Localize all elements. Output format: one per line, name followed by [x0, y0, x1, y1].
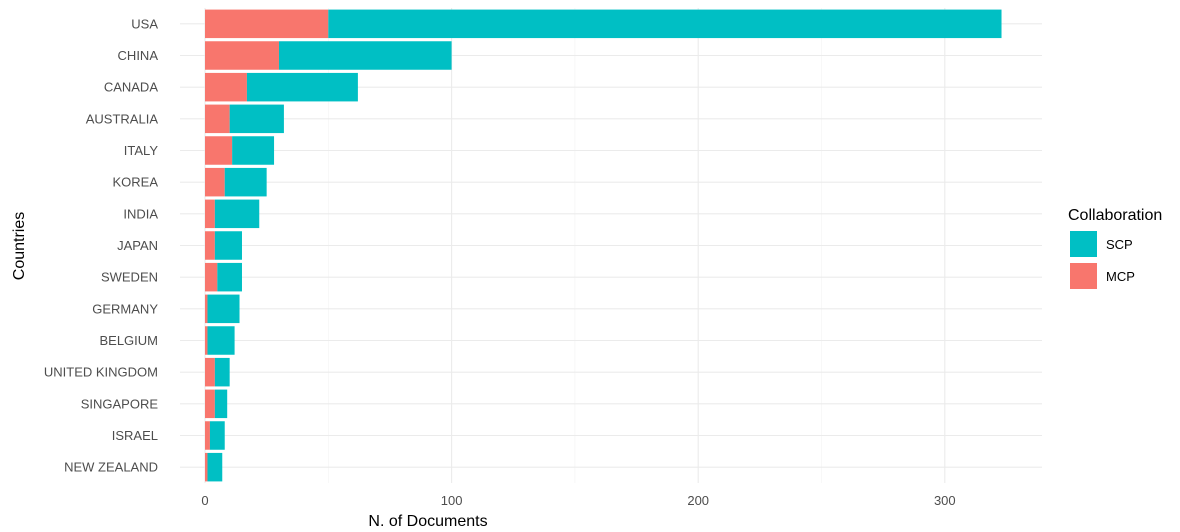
bar-scp-israel	[209, 421, 225, 450]
bar-mcp-canada	[205, 72, 247, 102]
x-tick-label: 300	[934, 493, 956, 508]
y-tick-label: CANADA	[104, 80, 159, 95]
bar-mcp-germany	[205, 294, 208, 324]
bar-scp-singapore	[214, 389, 228, 419]
bar-scp-united-kingdom	[214, 357, 230, 387]
x-tick-label: 200	[687, 493, 709, 508]
bar-scp-italy	[232, 136, 275, 165]
bar-mcp-india	[205, 199, 215, 229]
bar-mcp-korea	[205, 167, 225, 197]
bar-mcp-japan	[205, 231, 215, 260]
bar-scp-sweden	[217, 262, 242, 292]
bar-mcp-new-zealand	[205, 452, 208, 482]
bars	[205, 9, 1002, 482]
y-tick-label: NEW ZEALAND	[64, 460, 158, 475]
bar-mcp-usa	[205, 9, 329, 39]
bar-mcp-singapore	[205, 389, 215, 419]
x-axis-title: N. of Documents	[368, 513, 487, 530]
y-tick-label: CHINA	[118, 48, 159, 63]
y-tick-label: JAPAN	[117, 238, 158, 253]
y-axis-title: Countries	[11, 212, 28, 280]
y-tick-label: GERMANY	[92, 301, 158, 316]
bar-scp-china	[278, 41, 452, 70]
grid	[180, 8, 1042, 483]
legend-label-mcp: MCP	[1106, 269, 1135, 284]
bar-mcp-china	[205, 41, 279, 70]
bar-scp-korea	[224, 167, 267, 197]
bar-scp-new-zealand	[207, 452, 223, 482]
legend-key-mcp	[1070, 263, 1097, 289]
x-tick-labels: 0 100 200 300	[201, 493, 955, 508]
bar-scp-canada	[246, 72, 358, 102]
y-tick-label: USA	[131, 16, 158, 31]
legend: Collaboration SCP MCP	[1068, 207, 1162, 289]
legend-key-scp	[1070, 231, 1097, 257]
bar-mcp-israel	[205, 421, 210, 450]
y-tick-label: ISRAEL	[112, 428, 158, 443]
x-tick-label: 100	[441, 493, 463, 508]
y-tick-label: KOREA	[112, 175, 158, 190]
y-tick-label: BELGIUM	[99, 333, 158, 348]
x-tick-label: 0	[201, 493, 208, 508]
y-tick-label: SWEDEN	[101, 270, 158, 285]
bar-scp-australia	[229, 104, 284, 134]
y-tick-labels: USA CHINA CANADA AUSTRALIA ITALY KOREA INDIA JA…	[44, 16, 158, 474]
y-tick-label: SINGAPORE	[81, 396, 159, 411]
bar-scp-usa	[328, 9, 1002, 39]
bar-mcp-australia	[205, 104, 230, 134]
y-tick-label: ITALY	[124, 143, 159, 158]
legend-title: Collaboration	[1068, 207, 1162, 224]
y-tick-label: INDIA	[123, 206, 158, 221]
bar-mcp-belgium	[205, 326, 208, 355]
y-tick-label: UNITED KINGDOM	[44, 365, 158, 380]
bar-scp-germany	[207, 294, 240, 324]
bar-mcp-sweden	[205, 262, 218, 292]
bar-mcp-italy	[205, 136, 233, 165]
y-tick-label: AUSTRALIA	[86, 111, 159, 126]
bar-scp-belgium	[207, 326, 235, 355]
bar-scp-japan	[214, 231, 242, 260]
bar-scp-india	[214, 199, 260, 229]
bar-mcp-united-kingdom	[205, 357, 215, 387]
legend-label-scp: SCP	[1106, 237, 1133, 252]
